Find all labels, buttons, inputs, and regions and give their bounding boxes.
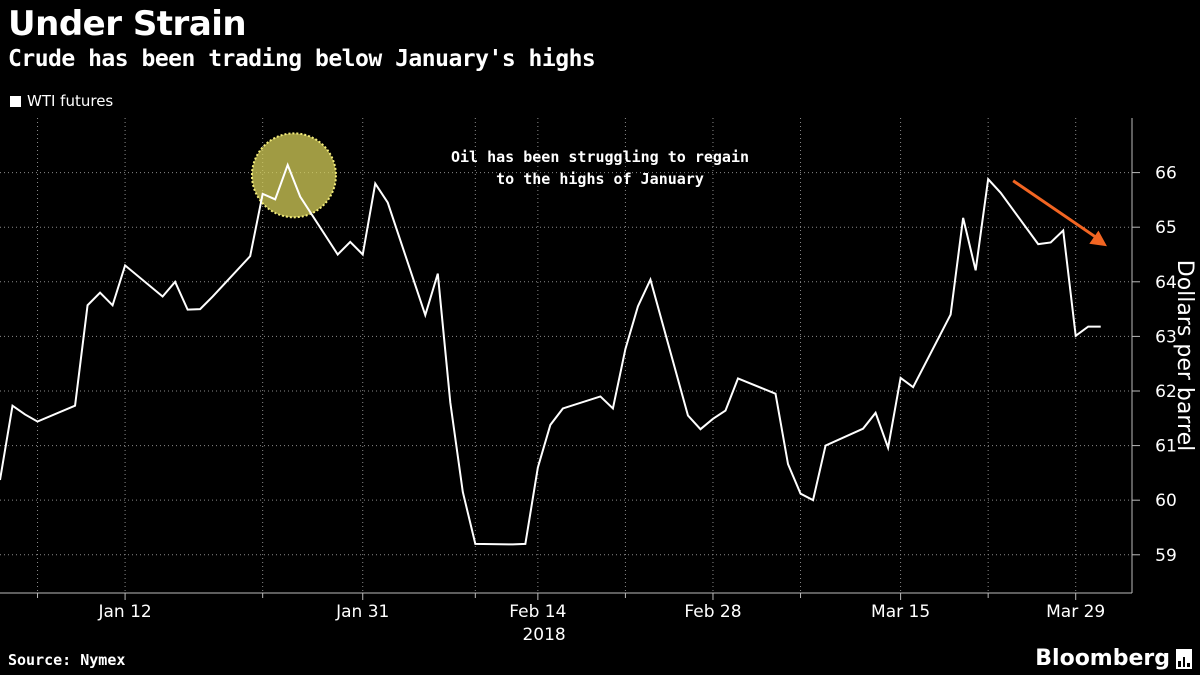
series-line-wti-futures [0, 162, 1101, 546]
x-tick-label: Jan 31 [335, 602, 389, 622]
x-axis-label: 2018 [522, 625, 565, 645]
y-tick-label: 63 [1155, 327, 1177, 347]
x-tick-label: Feb 14 [509, 602, 566, 622]
x-tick-label: Mar 29 [1046, 602, 1105, 622]
x-tick-label: Mar 15 [871, 602, 930, 622]
highlight-circle [250, 132, 337, 219]
y-tick-label: 64 [1155, 273, 1177, 293]
x-tick-label: Jan 12 [97, 602, 151, 622]
x-tick-label: Feb 28 [684, 602, 741, 622]
y-tick-label: 60 [1155, 491, 1177, 511]
chart-title: Under Strain [8, 4, 247, 44]
brand-logo: Bloomberg [1035, 646, 1192, 671]
arrow-head [1089, 230, 1107, 247]
y-tick-label: 66 [1155, 164, 1177, 184]
legend-label: WTI futures [27, 92, 114, 110]
y-axis-label: Dollars per barrel [1172, 260, 1197, 451]
y-tick-label: 61 [1155, 437, 1177, 457]
brand-name: Bloomberg [1035, 646, 1170, 671]
y-tick-label: 65 [1155, 218, 1177, 238]
source-note: Source: Nymex [8, 651, 126, 669]
chart-subtitle: Crude has been trading below January's h… [8, 46, 596, 72]
arrow-shaft [1012, 179, 1100, 241]
annotation-text: to the highs of January [496, 170, 704, 188]
bloomberg-chart-icon [1176, 648, 1192, 669]
y-tick-label: 62 [1155, 382, 1177, 402]
legend: WTI futures [10, 92, 113, 110]
annotation-text: Oil has been struggling to regain [451, 148, 749, 166]
legend-swatch [10, 95, 21, 107]
y-tick-label: 59 [1155, 546, 1177, 566]
